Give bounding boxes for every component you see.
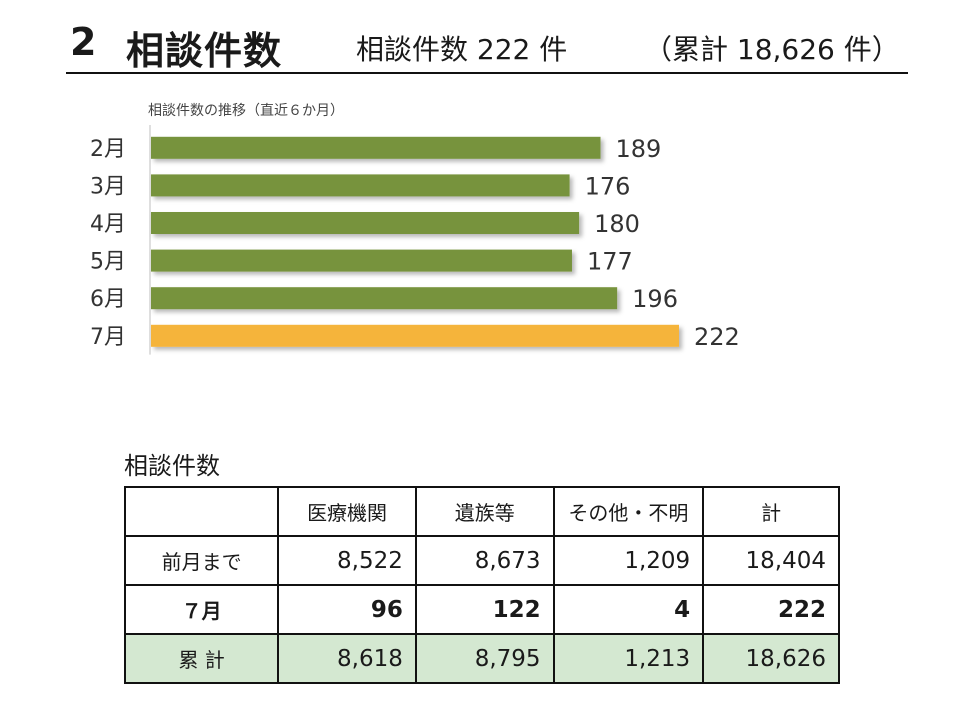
table-cell: 4 (552, 584, 705, 635)
category-label: 4月 (90, 212, 126, 237)
row-label: 累 計 (123, 633, 280, 684)
table-caption: 相談件数 (124, 452, 220, 480)
page-subtitle: 相談件数 222 件 (356, 33, 568, 66)
table-cell: 8,795 (414, 633, 555, 684)
section-number: 2 (70, 20, 98, 64)
table-row: 前月まで 8,522 8,673 1,209 18,404 (123, 535, 840, 586)
data-label: 189 (616, 135, 662, 163)
bar (151, 136, 601, 159)
page-title: 相談件数 (126, 29, 283, 73)
table-cell: 8,618 (277, 633, 417, 684)
table-cell: 8,522 (277, 535, 417, 586)
page-header: 2 相談件数 相談件数 222 件 （累計 18,626 件） (66, 14, 908, 74)
column-header-medical: 医療機関 (277, 486, 417, 537)
column-header-total: 計 (702, 486, 840, 537)
row-label: ７月 (123, 584, 280, 635)
data-label: 196 (632, 285, 678, 313)
data-label: 180 (594, 210, 640, 238)
bar (151, 287, 618, 310)
table-row-total: 累 計 8,618 8,795 1,213 18,626 (123, 633, 840, 684)
category-label: 7月 (90, 325, 126, 350)
table-cell: 122 (414, 584, 555, 635)
table-row: ７月 96 122 4 222 (123, 584, 840, 635)
column-header-family: 遺族等 (414, 486, 555, 537)
table-cell: 96 (277, 584, 417, 635)
table-header-row: 医療機関 遺族等 その他・不明 計 (123, 486, 840, 537)
table-cell: 18,404 (702, 535, 840, 586)
bar (151, 324, 679, 347)
category-label: 6月 (90, 287, 126, 312)
bar (151, 174, 570, 197)
consultation-table: 医療機関 遺族等 その他・不明 計 前月まで 8,522 8,673 1,209… (123, 486, 840, 684)
table-cell: 222 (702, 584, 840, 635)
column-header-blank (123, 486, 280, 537)
data-label: 176 (585, 172, 631, 200)
bar (151, 249, 572, 272)
table-cell: 8,673 (414, 535, 555, 586)
category-label: 3月 (90, 174, 126, 199)
data-label: 222 (694, 323, 740, 351)
table-cell: 18,626 (702, 633, 840, 684)
table-cell: 1,213 (552, 633, 705, 684)
chart-title: 相談件数の推移（直近６か月） (148, 103, 344, 119)
cumulative-total: （累計 18,626 件） (644, 33, 900, 66)
row-label: 前月まで (123, 535, 280, 586)
column-header-other: その他・不明 (552, 486, 705, 537)
category-label: 5月 (90, 250, 126, 275)
data-label: 177 (587, 248, 633, 276)
table-cell: 1,209 (552, 535, 705, 586)
category-label: 2月 (90, 137, 126, 162)
bar (151, 212, 580, 234)
